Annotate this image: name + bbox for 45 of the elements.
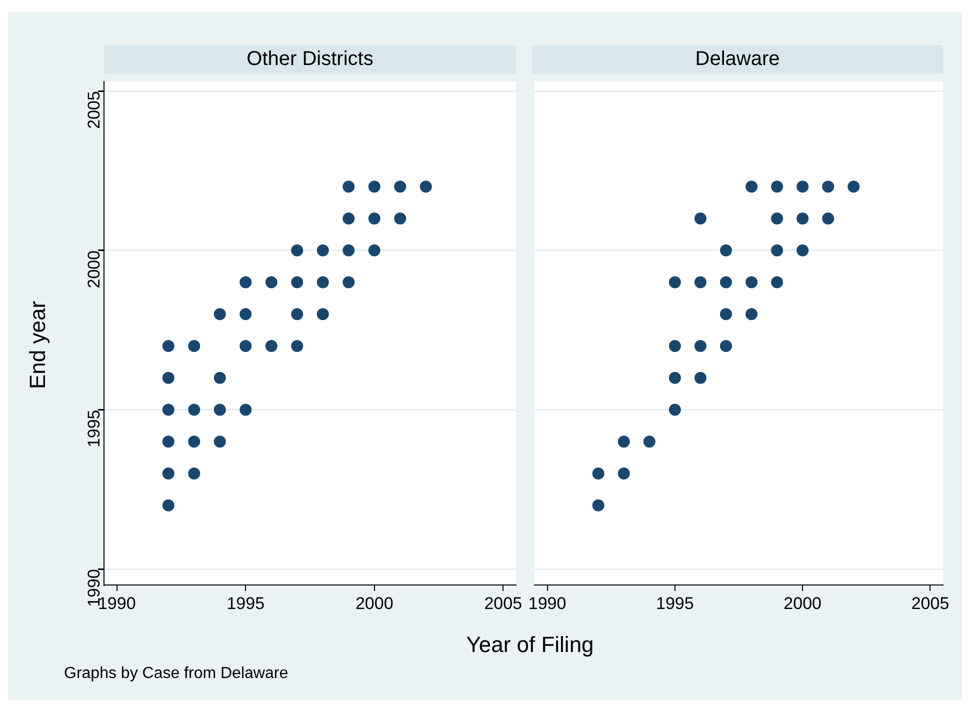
x-tick-label: 1995	[226, 594, 265, 613]
x-tick-label: 1990	[528, 594, 566, 613]
point	[668, 372, 681, 384]
x-axis-title: Year of Filing	[465, 632, 595, 658]
point	[796, 244, 809, 256]
point	[746, 180, 758, 193]
point	[746, 308, 758, 320]
x-tick-label: 2005	[911, 594, 950, 613]
point	[668, 340, 681, 352]
point	[796, 180, 809, 193]
point	[771, 212, 784, 225]
point	[796, 212, 809, 225]
y-tick-label: 1995	[84, 410, 104, 448]
point	[694, 372, 706, 384]
x-tick-label: 2000	[784, 594, 822, 613]
point	[592, 499, 604, 512]
point	[720, 276, 732, 288]
point	[822, 180, 834, 193]
point	[694, 340, 706, 352]
point	[720, 308, 732, 320]
chart-title: Delaware	[532, 45, 943, 74]
point	[618, 467, 630, 480]
point	[668, 404, 681, 416]
point	[668, 276, 681, 288]
point	[746, 276, 758, 288]
y-tick-label: 2005	[84, 91, 104, 129]
y-tick-label: 2000	[84, 250, 104, 288]
point	[848, 180, 860, 193]
text: Graphs by Case from Delaware	[64, 665, 288, 683]
y-axis-title: End year	[25, 300, 51, 392]
x-tick-label: 1995	[656, 594, 694, 613]
point	[771, 180, 784, 193]
x-tick-label: 2000	[355, 594, 394, 613]
chart-title: Other Districts	[104, 45, 516, 74]
point	[771, 244, 784, 256]
point	[822, 212, 834, 225]
point	[694, 212, 706, 225]
point	[694, 276, 706, 288]
point	[618, 436, 630, 448]
point	[720, 340, 732, 352]
point	[643, 436, 656, 448]
point	[720, 244, 732, 256]
point	[771, 276, 784, 288]
x-tick-label: 2005	[484, 594, 522, 613]
point	[592, 467, 604, 480]
